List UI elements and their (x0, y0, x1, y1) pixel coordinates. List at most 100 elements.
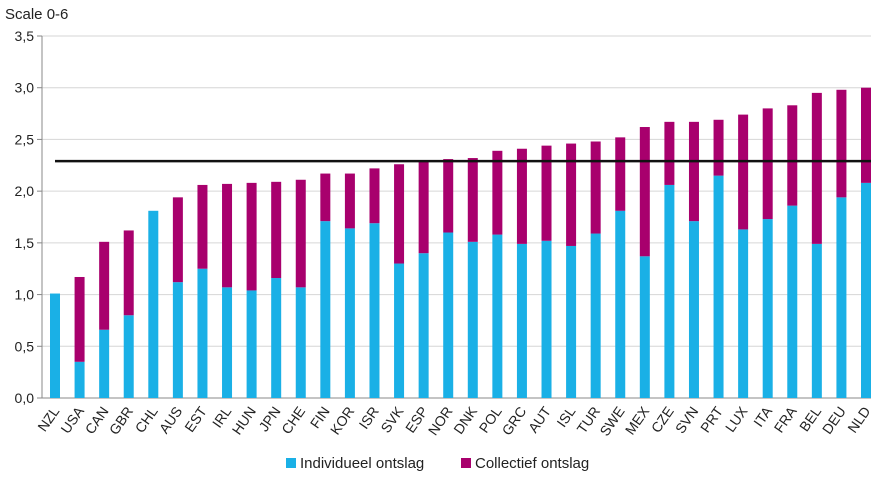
bar-individueel (443, 232, 454, 398)
bar-individueel (50, 293, 60, 398)
bar-collectief (713, 119, 724, 176)
x-tick-label: CZE (648, 404, 677, 436)
scale-label: Scale 0-6 (5, 6, 68, 23)
bar-individueel (566, 245, 577, 398)
x-tick-label: DNK (450, 403, 480, 437)
bar-collectief (197, 184, 208, 269)
legend-label: Collectief ontslag (475, 455, 589, 472)
bar-individueel (492, 234, 503, 398)
bar-individueel (836, 197, 847, 398)
bar-collectief (295, 179, 306, 288)
x-tick-label: GRC (498, 404, 529, 439)
bar-collectief (99, 241, 110, 330)
y-axis: 0,0 0,5 1,0 1,5 2,0 2,5 3,0 3,5 (15, 28, 43, 406)
bar-collectief (467, 158, 478, 242)
y-tick-label: 0,5 (15, 338, 35, 354)
bar-individueel (369, 223, 380, 398)
bar-collectief (615, 137, 626, 211)
bar-collectief (344, 173, 355, 229)
bar-collectief (123, 230, 134, 316)
bar-individueel (738, 229, 749, 398)
legend: Individueel ontslag Collectief ontslag (286, 455, 589, 472)
bar-collectief (443, 159, 454, 233)
bar-individueel (172, 282, 183, 398)
bar-collectief (836, 89, 847, 198)
bar-collectief (787, 105, 798, 206)
bar-collectief (861, 87, 871, 183)
bar-individueel (811, 243, 822, 398)
bar-individueel (615, 210, 626, 398)
bar-collectief (246, 182, 257, 291)
bar-collectief (590, 141, 601, 234)
bar-individueel (787, 205, 798, 398)
x-tick-label: HUN (229, 404, 260, 438)
bar-collectief (738, 114, 749, 230)
bar-collectief (639, 127, 650, 257)
bar-individueel (99, 329, 110, 398)
bar-individueel (639, 256, 650, 398)
x-tick-label: CAN (82, 404, 112, 437)
x-tick-label: NLD (844, 404, 871, 436)
bar-individueel (320, 221, 331, 398)
legend-label: Individueel ontslag (300, 455, 424, 472)
bar-collectief (664, 121, 675, 185)
bar-individueel (344, 228, 355, 398)
bar-individueel (222, 287, 233, 398)
y-tick-label: 3,5 (15, 28, 35, 44)
bar-collectief (811, 92, 822, 244)
y-tick-label: 1,5 (15, 235, 35, 251)
bar-individueel (123, 315, 134, 398)
y-tick-label: 1,0 (15, 287, 35, 303)
x-tick-label: LUX (722, 403, 751, 435)
x-tick-label: KOR (327, 404, 358, 438)
x-tick-label: CHE (278, 404, 308, 437)
bar-individueel (664, 184, 675, 398)
x-tick-label: CHL (132, 403, 161, 435)
x-tick-label: PRT (697, 403, 726, 435)
x-tick-label: DEU (819, 404, 849, 437)
y-tick-label: 2,0 (15, 183, 35, 199)
bar-individueel (197, 268, 208, 398)
bar-collectief (74, 276, 85, 362)
bar-individueel (418, 253, 429, 398)
bar-collectief (762, 108, 773, 220)
bar-collectief (271, 181, 282, 279)
bar-individueel (762, 219, 773, 398)
y-tick-label: 2,5 (15, 131, 35, 147)
bar-collectief (541, 145, 552, 241)
x-tick-label: EST (181, 403, 210, 435)
bar-individueel (590, 233, 601, 398)
x-tick-label: NOR (425, 404, 456, 439)
x-tick-label: MEX (622, 403, 653, 438)
y-tick-label: 3,0 (15, 80, 35, 96)
y-tick-label: 0,0 (15, 390, 35, 406)
bar-individueel (295, 287, 306, 398)
legend-swatch (461, 458, 471, 468)
x-tick-label: SWE (596, 404, 627, 439)
x-tick-label: FRA (771, 403, 801, 436)
x-tick-label: NZL (34, 403, 62, 434)
bar-collectief (320, 173, 331, 222)
x-tick-label: AUS (156, 404, 186, 437)
bar-individueel (516, 243, 527, 398)
bar-individueel (861, 182, 871, 398)
bar-collectief (418, 161, 429, 254)
x-axis: NZLUSACANGBRCHLAUSESTIRLHUNJPNCHEFINKORI… (34, 403, 871, 439)
bar-collectief (516, 148, 527, 244)
bar-individueel (467, 241, 478, 398)
x-tick-label: USA (57, 403, 87, 436)
bar-individueel (148, 210, 159, 398)
x-tick-label: GBR (106, 404, 137, 438)
bar-collectief (222, 183, 233, 288)
bar-individueel (688, 221, 699, 398)
bar-collectief (492, 150, 503, 235)
bar-individueel (394, 263, 405, 398)
bars (50, 87, 871, 398)
bar-individueel (246, 290, 257, 398)
bar-individueel (541, 240, 552, 398)
bar-collectief (394, 164, 405, 264)
bar-collectief (369, 168, 380, 224)
bar-individueel (74, 361, 85, 398)
bar-collectief (688, 121, 699, 222)
